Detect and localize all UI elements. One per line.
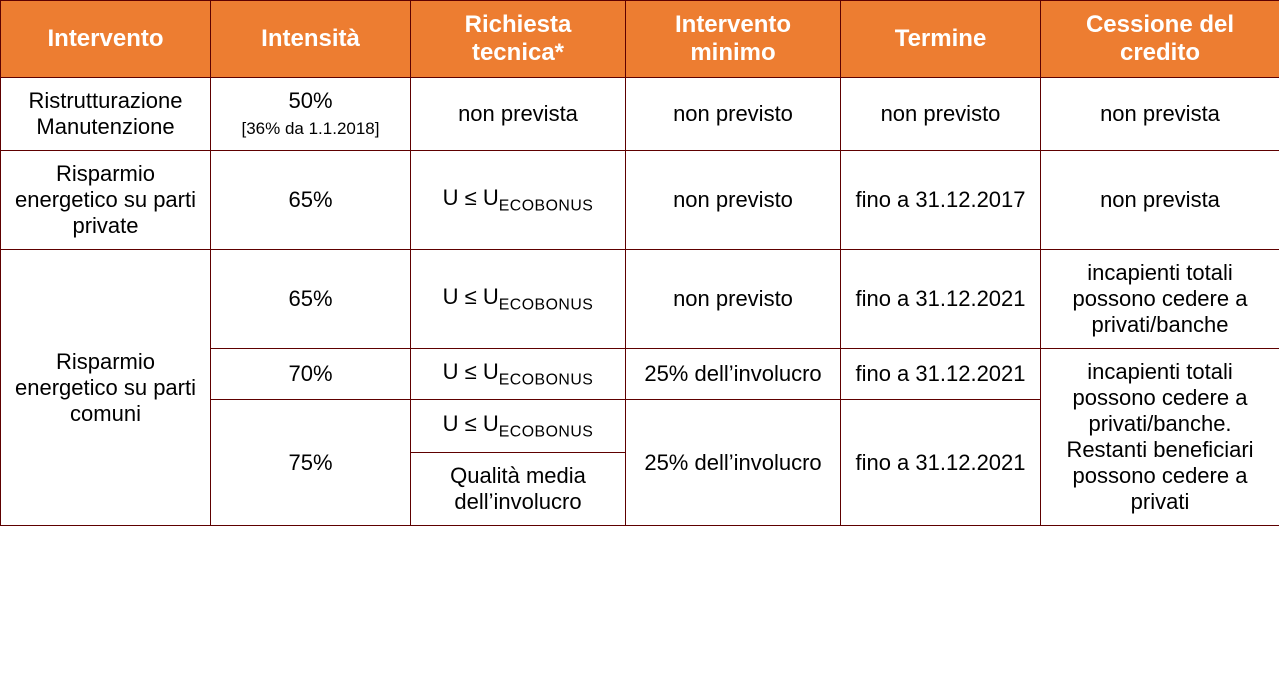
cell-minimo: 25% dell’involucro xyxy=(626,400,841,526)
formula-sub: ECOBONUS xyxy=(499,423,594,440)
th-minimo: Intervento minimo xyxy=(626,1,841,78)
table-row: Risparmio energetico su parti comuni 65%… xyxy=(1,250,1279,349)
intensita-sub: [36% da 1.1.2018] xyxy=(241,119,379,138)
cell-intensita: 50% [36% da 1.1.2018] xyxy=(211,78,411,151)
cell-richiesta: U ≤ UECOBONUS xyxy=(411,151,626,250)
cell-richiesta: U ≤ UECOBONUS xyxy=(411,400,626,453)
formula-sub: ECOBONUS xyxy=(499,296,594,313)
intensita-main: 50% xyxy=(288,88,332,113)
table-row: Risparmio energetico su parti private 65… xyxy=(1,151,1279,250)
cell-richiesta: non prevista xyxy=(411,78,626,151)
formula-sub: ECOBONUS xyxy=(499,197,594,214)
formula-prefix: U ≤ U xyxy=(443,284,499,309)
header-row: Intervento Intensità Richiesta tecnica* … xyxy=(1,1,1279,78)
cell-richiesta: U ≤ UECOBONUS xyxy=(411,250,626,349)
cell-termine: non previsto xyxy=(841,78,1041,151)
formula-prefix: U ≤ U xyxy=(443,185,499,210)
cell-termine: fino a 31.12.2017 xyxy=(841,151,1041,250)
cell-cessione: non prevista xyxy=(1041,78,1279,151)
cell-minimo: 25% dell’involucro xyxy=(626,349,841,400)
cell-intervento: Risparmio energetico su parti private xyxy=(1,151,211,250)
cell-richiesta: U ≤ UECOBONUS xyxy=(411,349,626,400)
cell-cessione: non prevista xyxy=(1041,151,1279,250)
cell-intensita: 75% xyxy=(211,400,411,526)
cell-minimo: non previsto xyxy=(626,78,841,151)
th-intervento: Intervento xyxy=(1,1,211,78)
cell-cessione: incapienti totali possono cedere a priva… xyxy=(1041,250,1279,349)
cell-cessione-merged: incapienti totali possono cedere a priva… xyxy=(1041,349,1279,526)
th-richiesta: Richiesta tecnica* xyxy=(411,1,626,78)
cell-termine: fino a 31.12.2021 xyxy=(841,349,1041,400)
cell-intensita: 65% xyxy=(211,250,411,349)
th-intensita: Intensità xyxy=(211,1,411,78)
formula-prefix: U ≤ U xyxy=(443,359,499,384)
formula-sub: ECOBONUS xyxy=(499,371,594,388)
cell-termine: fino a 31.12.2021 xyxy=(841,400,1041,526)
cell-intensita: 65% xyxy=(211,151,411,250)
cell-intervento-group: Risparmio energetico su parti comuni xyxy=(1,250,211,526)
cell-richiesta-b: Qualità media dell’involucro xyxy=(411,453,626,526)
interventi-table: Intervento Intensità Richiesta tecnica* … xyxy=(0,0,1279,526)
cell-intensita: 70% xyxy=(211,349,411,400)
th-termine: Termine xyxy=(841,1,1041,78)
table-row: Ristrutturazione Manutenzione 50% [36% d… xyxy=(1,78,1279,151)
th-cessione: Cessione del credito xyxy=(1041,1,1279,78)
formula-prefix: U ≤ U xyxy=(443,411,499,436)
cell-minimo: non previsto xyxy=(626,250,841,349)
cell-minimo: non previsto xyxy=(626,151,841,250)
cell-intervento: Ristrutturazione Manutenzione xyxy=(1,78,211,151)
cell-termine: fino a 31.12.2021 xyxy=(841,250,1041,349)
